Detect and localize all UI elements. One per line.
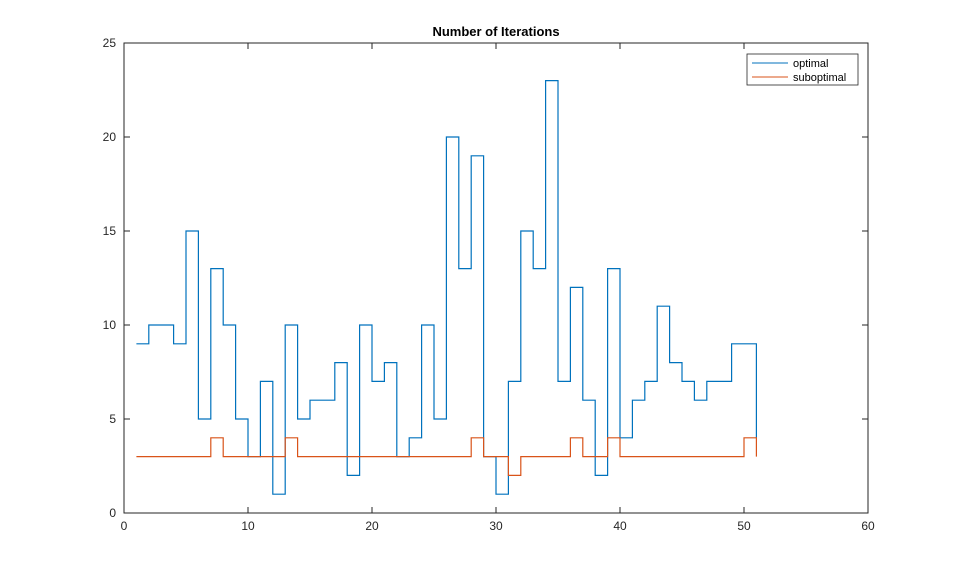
y-tick-label: 0 — [109, 506, 116, 520]
x-tick-label: 30 — [489, 519, 503, 533]
x-tick-label: 10 — [241, 519, 255, 533]
legend-box — [746, 53, 859, 86]
x-tick-label: 50 — [737, 519, 751, 533]
chart-title: Number of Iterations — [432, 24, 559, 39]
y-tick-label: 20 — [103, 130, 117, 144]
x-tick-label: 20 — [365, 519, 379, 533]
x-tick-label: 60 — [861, 519, 875, 533]
legend-label-suboptimal: suboptimal — [793, 72, 846, 84]
y-tick-label: 15 — [103, 224, 117, 238]
legend: optimal suboptimal — [746, 53, 859, 86]
x-tick-label: 0 — [121, 519, 128, 533]
y-tick-label: 5 — [109, 412, 116, 426]
x-tick-label: 40 — [613, 519, 627, 533]
y-tick-label: 10 — [103, 318, 117, 332]
legend-label-optimal: optimal — [793, 58, 828, 70]
y-tick-label: 25 — [103, 36, 117, 50]
